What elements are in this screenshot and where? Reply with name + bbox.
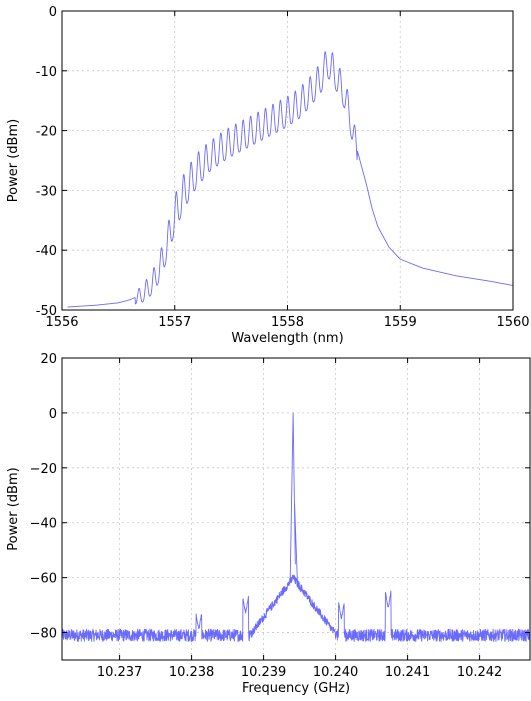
y-tick-label: 0 bbox=[49, 407, 57, 422]
y-tick-label: -50 bbox=[36, 304, 57, 319]
y-axis-label: Power (dBm) bbox=[6, 467, 21, 550]
main-peak bbox=[289, 412, 298, 584]
plot-frame bbox=[61, 357, 531, 661]
y-axis-label: Power (dBm) bbox=[6, 119, 21, 202]
x-tick-label: 1557 bbox=[158, 315, 191, 330]
x-tick-label: 10.238 bbox=[169, 665, 215, 680]
x-tick-label: 10.239 bbox=[241, 665, 287, 680]
y-tick-label: -30 bbox=[36, 184, 57, 199]
x-tick-label: 1559 bbox=[384, 315, 417, 330]
y-tick-label: 20 bbox=[40, 352, 57, 367]
x-axis-label: Wavelength (nm) bbox=[231, 331, 343, 346]
wavelength-spectrum-plot: 1556 1557 1558 1559 1560 0 -10 -20 -30 -40 -50 Wave… bbox=[6, 5, 530, 346]
y-tick-label: -20 bbox=[36, 125, 57, 140]
y-tick-label: −40 bbox=[30, 517, 57, 532]
frequency-spectrum-plot: 10.237 10.238 10.239 10.240 10.241 10.242 20 0 −… bbox=[6, 352, 531, 696]
y-tick-label: −80 bbox=[30, 627, 57, 642]
x-tick-label: 10.240 bbox=[313, 665, 359, 680]
x-tick-label: 1558 bbox=[271, 315, 304, 330]
series-line bbox=[67, 51, 514, 308]
series-line bbox=[61, 574, 531, 642]
x-tick-label: 1556 bbox=[45, 315, 78, 330]
y-tick-label: −60 bbox=[30, 572, 57, 587]
x-tick-label: 10.242 bbox=[457, 665, 503, 680]
plot-frame bbox=[61, 10, 514, 311]
grid bbox=[61, 10, 514, 311]
y-tick-label: -10 bbox=[36, 65, 57, 80]
y-tick-label: 0 bbox=[49, 5, 57, 20]
grid bbox=[62, 357, 530, 660]
x-tick-label: 10.237 bbox=[97, 665, 143, 680]
x-tick-label: 1560 bbox=[496, 315, 529, 330]
x-tick-label: 10.241 bbox=[385, 665, 431, 680]
y-tick-label: −20 bbox=[30, 462, 57, 477]
y-tick-label: -40 bbox=[36, 244, 57, 259]
x-axis-label: Frequency (GHz) bbox=[242, 681, 350, 696]
